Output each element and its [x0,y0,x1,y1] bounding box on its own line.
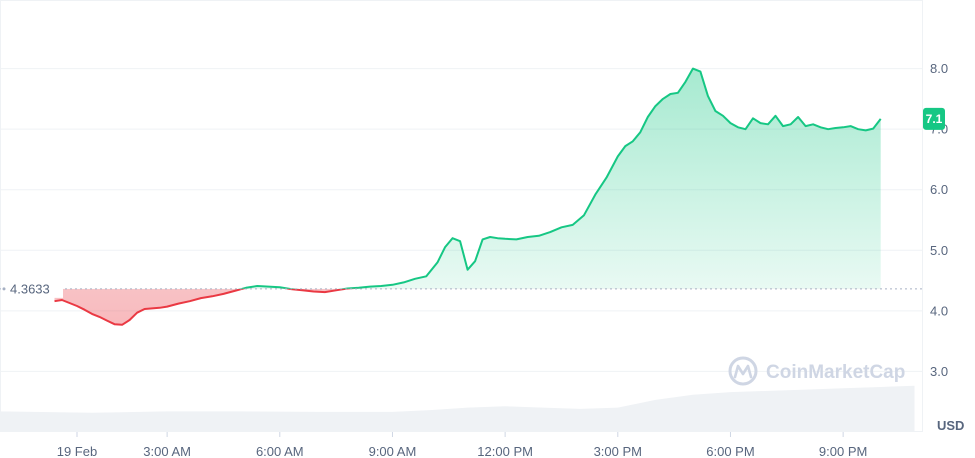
y-tick-label: 4.0 [930,303,948,318]
volume-area [0,385,915,432]
coinmarketcap-watermark: CoinMarketCap [728,356,905,386]
reference-dot [2,287,6,291]
currency-unit-label: USD [937,418,964,433]
x-tick-label: 6:00 AM [256,444,304,458]
x-tick-label: 3:00 AM [143,444,191,458]
y-tick-label: 6.0 [930,182,948,197]
current-price-tag-background [923,107,945,130]
x-tick-label: 9:00 PM [819,444,867,458]
x-axis: 19 Feb 3:00 AM 6:00 AM 9:00 AM 12:00 PM 3:00 … [57,432,867,458]
reference-line: 4.3633 [0,279,922,298]
price-line [54,67,882,326]
price-line-down [54,288,358,326]
x-tick-label: 12:00 PM [477,444,533,458]
current-price-tag: 7.1 [923,107,945,130]
coinmarketcap-logo-icon [728,356,758,386]
reference-label-background [1,279,63,298]
volume-fill [0,385,915,432]
current-price-value: 7.1 [926,112,943,126]
x-tick-label: 9:00 AM [369,444,417,458]
price-area [54,68,881,325]
y-tick-label: 8.0 [930,61,948,76]
y-tick-label: 5.0 [930,243,948,258]
watermark-text: CoinMarketCap [766,362,905,383]
x-tick-label: 6:00 PM [706,444,754,458]
reference-value-label: 4.3633 [10,281,50,296]
price-line-up [238,67,882,289]
x-tick-label: 3:00 PM [594,444,642,458]
price-area-down [54,288,881,325]
y-tick-label: 3.0 [930,364,948,379]
price-area-up [242,68,881,289]
x-tick-label: 19 Feb [57,444,97,458]
